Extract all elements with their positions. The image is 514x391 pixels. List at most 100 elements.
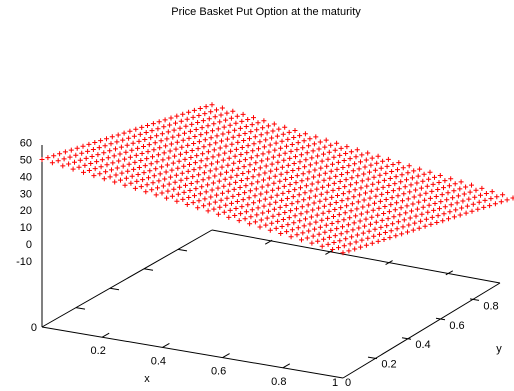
surface-point	[159, 164, 165, 170]
surface-point	[258, 191, 264, 197]
surface-point	[416, 199, 422, 205]
surface-point	[195, 120, 201, 125]
surface-point	[451, 214, 457, 220]
surface-point	[222, 176, 228, 182]
surface-point	[217, 119, 223, 125]
surface-point	[510, 195, 514, 201]
surface-point	[248, 214, 254, 220]
surface-point	[165, 188, 171, 194]
surface-point	[280, 217, 286, 222]
surface-point	[244, 176, 250, 182]
surface-point	[201, 170, 207, 176]
surface-point	[445, 190, 451, 196]
surface-point	[209, 102, 215, 108]
surface-point	[437, 173, 443, 178]
surface-point	[270, 154, 276, 160]
surface-point	[228, 174, 234, 180]
surface-point	[135, 172, 141, 177]
surface-point	[94, 159, 100, 165]
surface-point	[348, 149, 354, 155]
surface-point	[401, 217, 407, 223]
surface-point	[164, 162, 170, 168]
surface-point	[229, 200, 234, 206]
x-axis-tick-far	[385, 260, 393, 266]
surface-point	[156, 178, 162, 184]
surface-point	[398, 179, 404, 185]
surface-point	[271, 121, 277, 127]
surface-point	[203, 104, 209, 110]
surface-point	[387, 176, 393, 181]
surface-point	[233, 146, 239, 152]
surface-point	[381, 211, 387, 216]
surface-point	[395, 219, 401, 225]
surface-point	[299, 178, 305, 184]
surface-point	[280, 131, 286, 137]
surface-point	[337, 179, 343, 184]
surface-point	[202, 196, 208, 202]
surface-point	[347, 156, 353, 162]
surface-point	[304, 235, 310, 241]
surface-point	[371, 174, 377, 180]
surface-point	[424, 183, 430, 189]
surface-point	[101, 150, 107, 156]
surface-point	[219, 164, 225, 170]
surface-point	[130, 140, 136, 146]
surface-point	[301, 223, 307, 229]
surface-point	[233, 120, 239, 126]
surface-point	[279, 164, 285, 170]
surface-point	[306, 169, 312, 175]
surface-point	[333, 200, 339, 205]
surface-point	[374, 160, 380, 166]
surface-point	[175, 191, 181, 197]
surface-point	[362, 223, 368, 229]
surface-point	[162, 117, 168, 123]
surface-point	[181, 163, 187, 169]
surface-point	[247, 162, 253, 168]
surface-point	[354, 232, 360, 238]
surface-point	[184, 175, 190, 181]
surface-point	[97, 171, 103, 177]
surface-point	[377, 172, 383, 178]
axes-box	[41, 145, 501, 379]
surface-point	[235, 165, 241, 171]
surface-point	[435, 213, 441, 219]
surface-point	[335, 159, 341, 165]
surface-point	[141, 144, 146, 149]
surface-point	[145, 149, 151, 155]
surface-point	[111, 153, 117, 159]
surface-point	[321, 177, 327, 183]
surface-point	[241, 138, 247, 143]
surface-point	[264, 215, 270, 221]
surface-point	[239, 204, 245, 210]
surface-point	[482, 197, 488, 203]
surface-point	[400, 165, 406, 171]
surface-point	[187, 188, 193, 193]
back-axis-line	[41, 229, 213, 328]
surface-point	[236, 192, 242, 197]
surface-point	[248, 155, 254, 161]
surface-point	[185, 168, 191, 174]
surface-point	[197, 191, 203, 197]
surface-point	[311, 141, 317, 147]
surface-point	[167, 122, 173, 128]
surface-point	[488, 196, 494, 202]
surface-point	[202, 111, 208, 117]
surface-point	[304, 150, 310, 156]
surface-point	[420, 204, 426, 210]
surface-point	[409, 175, 415, 181]
surface-point	[326, 149, 332, 155]
surface-point	[420, 178, 426, 184]
surface-point	[289, 175, 294, 180]
surface-point	[267, 201, 273, 207]
surface-point	[89, 154, 95, 159]
surface-point	[110, 160, 116, 166]
surface-point	[450, 195, 456, 201]
surface-point	[336, 212, 342, 218]
surface-point	[313, 160, 319, 166]
surface-point	[265, 123, 271, 129]
surface-point	[432, 201, 438, 206]
y-axis-tick-far	[109, 287, 120, 291]
surface-point	[457, 212, 463, 218]
surface-point	[256, 172, 262, 178]
surface-point	[224, 110, 230, 116]
